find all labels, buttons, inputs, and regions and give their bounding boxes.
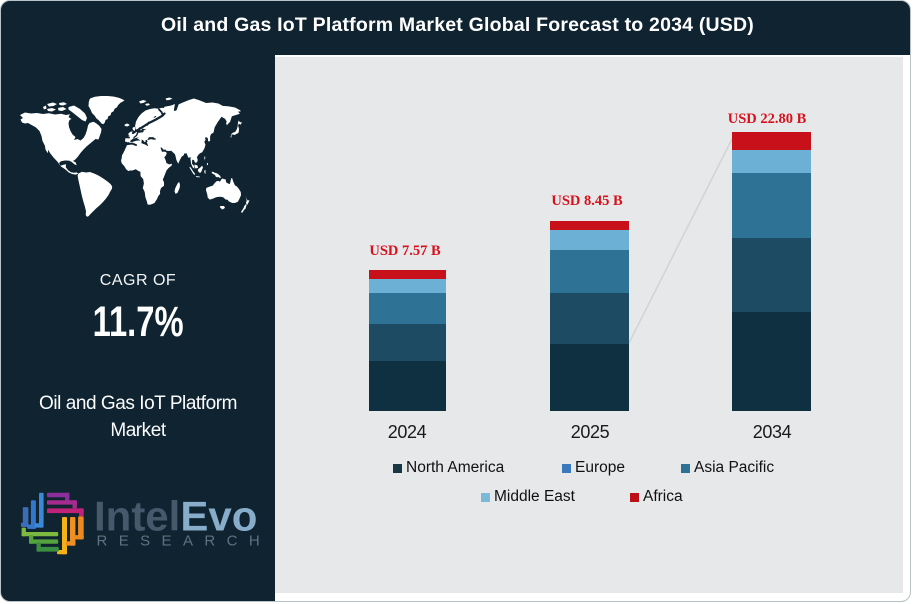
svg-text:RESEARCH: RESEARCH [97, 533, 271, 550]
svg-text:IntelEvo: IntelEvo [94, 493, 257, 540]
